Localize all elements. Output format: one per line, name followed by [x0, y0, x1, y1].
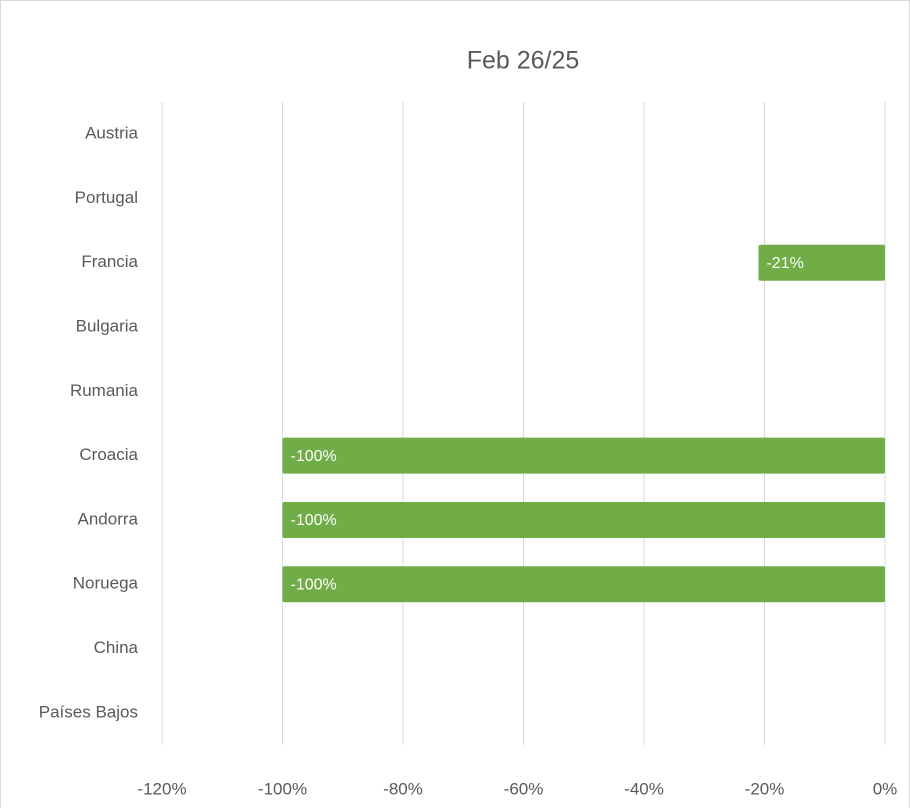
y-tick-label: Noruega — [73, 574, 139, 593]
y-tick-label: Rumania — [70, 381, 139, 400]
bar — [758, 244, 885, 281]
y-tick-label: Andorra — [78, 509, 139, 528]
x-tick-label: -120% — [137, 779, 186, 798]
x-tick-label: -60% — [504, 779, 544, 798]
bar — [282, 501, 885, 538]
data-label: -100% — [291, 576, 337, 593]
x-tick-label: -80% — [383, 779, 423, 798]
bar — [282, 566, 885, 603]
chart-title: Feb 26/25 — [467, 47, 580, 75]
y-tick-label: Bulgaria — [76, 317, 139, 336]
bar — [282, 437, 885, 474]
y-tick-label: China — [94, 638, 139, 657]
y-tick-label: Austria — [85, 124, 138, 143]
y-tick-label: Francia — [81, 252, 138, 271]
data-label: -100% — [291, 448, 337, 465]
x-tick-label: -20% — [745, 779, 785, 798]
x-tick-label: -40% — [624, 779, 664, 798]
data-label: -100% — [291, 512, 337, 529]
data-label: -21% — [766, 255, 803, 272]
y-tick-label: Países Bajos — [39, 702, 138, 721]
x-tick-label: 0% — [873, 779, 898, 798]
y-tick-label: Portugal — [75, 188, 138, 207]
x-tick-label: -100% — [258, 779, 307, 798]
y-tick-label: Croacia — [79, 445, 138, 464]
